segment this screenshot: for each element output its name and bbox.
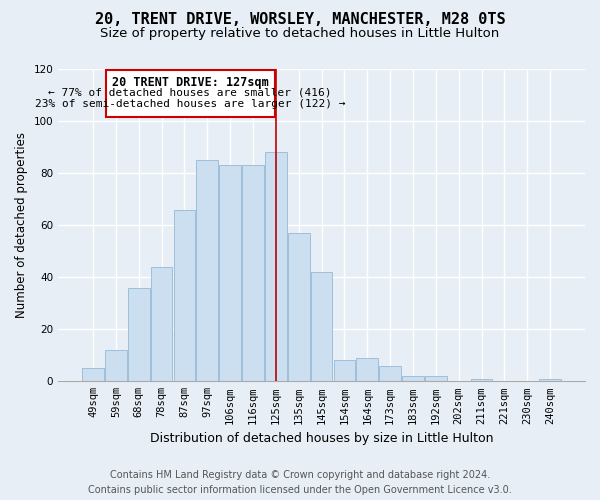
Bar bbox=[82, 368, 104, 382]
Bar bbox=[151, 267, 172, 382]
Bar bbox=[425, 376, 447, 382]
Text: 20 TRENT DRIVE: 127sqm: 20 TRENT DRIVE: 127sqm bbox=[112, 76, 269, 88]
Bar bbox=[311, 272, 332, 382]
Bar bbox=[173, 210, 195, 382]
Bar bbox=[242, 166, 264, 382]
Bar bbox=[334, 360, 355, 382]
Bar bbox=[288, 233, 310, 382]
Bar bbox=[402, 376, 424, 382]
Text: ← 77% of detached houses are smaller (416): ← 77% of detached houses are smaller (41… bbox=[49, 87, 332, 97]
Bar bbox=[471, 378, 493, 382]
Bar bbox=[219, 166, 241, 382]
Bar bbox=[128, 288, 149, 382]
Y-axis label: Number of detached properties: Number of detached properties bbox=[15, 132, 28, 318]
Text: 23% of semi-detached houses are larger (122) →: 23% of semi-detached houses are larger (… bbox=[35, 99, 346, 109]
Text: Contains HM Land Registry data © Crown copyright and database right 2024.
Contai: Contains HM Land Registry data © Crown c… bbox=[88, 470, 512, 495]
Text: 20, TRENT DRIVE, WORSLEY, MANCHESTER, M28 0TS: 20, TRENT DRIVE, WORSLEY, MANCHESTER, M2… bbox=[95, 12, 505, 28]
Bar bbox=[196, 160, 218, 382]
Bar bbox=[379, 366, 401, 382]
Text: Size of property relative to detached houses in Little Hulton: Size of property relative to detached ho… bbox=[100, 28, 500, 40]
FancyBboxPatch shape bbox=[106, 70, 275, 117]
Bar bbox=[539, 378, 561, 382]
X-axis label: Distribution of detached houses by size in Little Hulton: Distribution of detached houses by size … bbox=[150, 432, 493, 445]
Bar bbox=[105, 350, 127, 382]
Bar bbox=[265, 152, 287, 382]
Bar bbox=[356, 358, 378, 382]
